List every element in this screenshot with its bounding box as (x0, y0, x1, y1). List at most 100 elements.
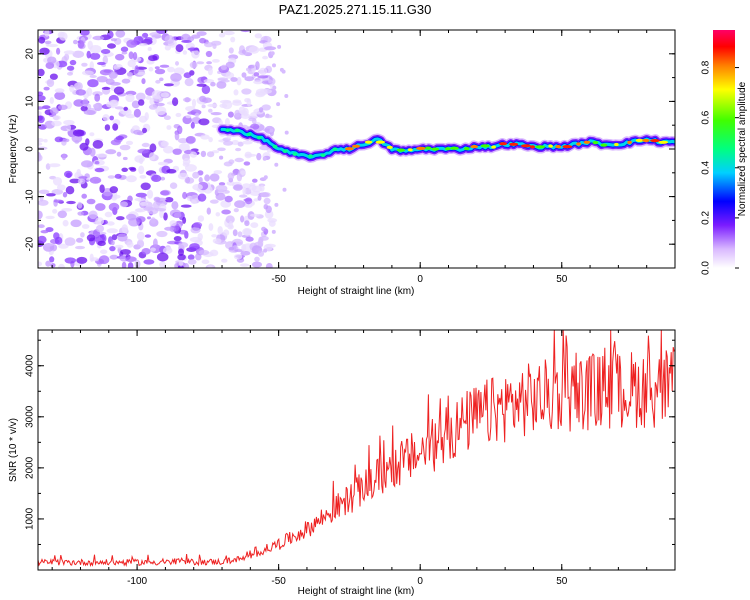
noise-blob (249, 213, 260, 217)
noise-blob (79, 30, 90, 36)
noise-blob (64, 257, 77, 264)
noise-blob (127, 59, 136, 68)
noise-blob (132, 52, 138, 60)
noise-blob (38, 224, 45, 229)
noise-blob (59, 31, 68, 41)
noise-blob (211, 234, 218, 238)
noise-blob (274, 162, 279, 167)
noise-blob (77, 211, 84, 216)
noise-blob (94, 161, 100, 165)
noise-blob (230, 77, 238, 82)
snr-series-line (38, 330, 675, 567)
noise-blob (138, 165, 145, 175)
noise-blob (253, 80, 263, 85)
noise-blob (121, 51, 128, 55)
y-tick-label: 20 (25, 48, 36, 60)
noise-blob (177, 138, 189, 144)
signal-peak (627, 140, 632, 144)
noise-blob (234, 249, 245, 253)
noise-blob (260, 88, 272, 94)
signal-peak (364, 140, 373, 144)
x-tick-label: 0 (417, 274, 423, 285)
figure-title: PAZ1.2025.271.15.11.G30 (279, 2, 432, 17)
noise-blob (219, 103, 228, 109)
noise-blob (245, 153, 257, 157)
noise-blob (141, 78, 146, 85)
noise-blob (208, 223, 214, 231)
signal-peak (548, 144, 553, 148)
noise-blob (155, 106, 167, 116)
signal-peak (431, 147, 440, 151)
noise-blob (142, 127, 147, 134)
noise-blob (263, 175, 268, 180)
noise-blob (228, 221, 233, 229)
noise-blob (212, 59, 220, 63)
noise-blob (38, 68, 45, 77)
noise-blob (43, 138, 48, 143)
noise-blob (38, 142, 43, 146)
noise-blob (38, 91, 44, 97)
noise-blob (134, 65, 139, 74)
noise-blob (233, 184, 243, 191)
noise-blob (175, 61, 179, 66)
noise-blob (127, 262, 134, 268)
noise-blob (197, 233, 203, 241)
noise-blob (57, 104, 68, 111)
noise-blob (89, 176, 102, 184)
signal-peak (307, 154, 313, 158)
noise-blob (243, 228, 251, 236)
noise-blob (201, 104, 206, 109)
colorbar-gradient (713, 30, 735, 268)
signal-peak (396, 148, 406, 152)
signal-peak (491, 145, 496, 149)
noise-blob (240, 215, 245, 223)
x-tick-label: 50 (556, 576, 568, 587)
noise-blob (258, 107, 264, 113)
noise-blob (169, 182, 178, 189)
noise-blob (265, 113, 270, 118)
noise-blob (235, 147, 242, 152)
noise-blob (45, 62, 55, 69)
noise-blob (254, 33, 262, 39)
noise-blob (114, 173, 122, 179)
noise-blob (49, 256, 55, 263)
noise-blob (189, 61, 198, 69)
noise-blob (144, 37, 153, 42)
noise-blob (50, 263, 56, 268)
noise-blob (113, 64, 121, 70)
noise-blob (272, 85, 277, 90)
x-tick-label: 0 (417, 576, 423, 587)
noise-blob (173, 212, 182, 219)
noise-blob (182, 97, 192, 103)
noise-blob (196, 31, 207, 36)
noise-blob (108, 71, 118, 79)
noise-blob (82, 70, 94, 76)
noise-blob (261, 104, 271, 111)
noise-blob (125, 93, 135, 103)
noise-blob (56, 47, 61, 55)
noise-blob (112, 123, 119, 131)
snr-xlabel: Height of straight line (km) (298, 586, 415, 597)
noise-blob (125, 175, 137, 183)
x-tick-label: -50 (271, 576, 286, 587)
noise-blob (243, 161, 251, 166)
noise-blob (203, 79, 215, 83)
noise-blob (197, 193, 207, 202)
noise-blob (38, 189, 50, 194)
noise-blob (126, 241, 134, 248)
noise-blob (270, 51, 275, 56)
noise-blob (81, 160, 93, 168)
noise-blob (52, 208, 58, 214)
noise-blob (72, 129, 85, 137)
noise-blob (141, 142, 150, 148)
noise-blob (125, 140, 134, 146)
noise-blob (38, 152, 42, 161)
noise-blob (177, 172, 189, 180)
noise-blob (263, 204, 269, 210)
noise-blob (163, 83, 174, 87)
signal-peak (592, 141, 599, 145)
signal-peak (450, 146, 459, 150)
noise-blob (120, 201, 128, 208)
noise-blob (212, 238, 222, 244)
noise-blob (142, 32, 149, 38)
